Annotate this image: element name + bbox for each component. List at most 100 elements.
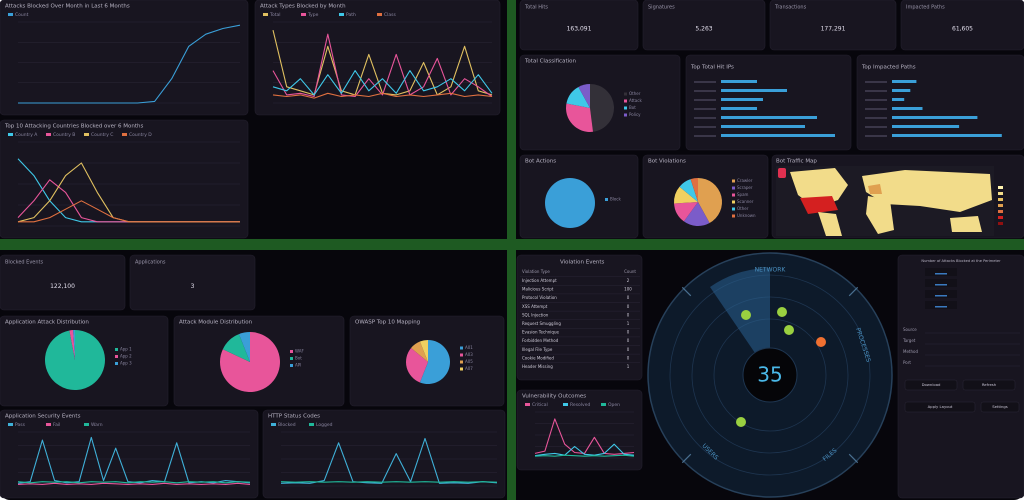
bar: [892, 107, 923, 110]
button[interactable]: [980, 401, 1020, 413]
legend-swatch: [732, 207, 735, 211]
pie-slice: [698, 178, 722, 224]
map-region: [818, 212, 842, 236]
legend-label: Resolved: [570, 402, 590, 408]
legend-label: Spam: [737, 192, 749, 197]
label-placeholder: [694, 108, 716, 110]
button[interactable]: [962, 379, 1016, 391]
legend-label: Open: [608, 402, 620, 408]
stat-label: Transactions: [774, 5, 807, 11]
counter-box: [925, 279, 957, 287]
table-cell: 1: [627, 321, 630, 326]
map-region: [950, 216, 982, 232]
legend-label: Scraper: [737, 185, 753, 190]
legend-swatch: [8, 133, 13, 136]
map-legend-swatch: [998, 186, 1003, 189]
bar: [892, 125, 960, 128]
panel: [0, 119, 249, 239]
legend-swatch: [732, 179, 735, 183]
table-header: Count: [624, 269, 636, 274]
legend-swatch: [563, 403, 568, 406]
radar-blip: [741, 310, 751, 320]
radar-blip: [784, 325, 794, 335]
map-legend-swatch: [998, 216, 1003, 219]
bar: [892, 98, 905, 101]
radar-axis-label: NETWORK: [755, 267, 787, 274]
panel-title: Top Total Hit IPs: [690, 65, 734, 71]
line-series: [272, 70, 493, 96]
legend-label: Bot: [295, 356, 302, 361]
pie-slice: [679, 179, 698, 202]
pie-slice: [674, 202, 698, 222]
legend-label: Scanner: [737, 199, 754, 204]
bar: [892, 134, 1002, 137]
line-series: [534, 418, 635, 455]
bar: [721, 107, 757, 110]
stat-value: 177,291: [821, 26, 846, 33]
legend-label: Block: [610, 197, 622, 202]
map-region: [866, 196, 894, 234]
button[interactable]: [904, 401, 976, 413]
panel-title: Violation Events: [560, 260, 604, 266]
button-label[interactable]: Download: [922, 382, 941, 387]
label-placeholder: [694, 99, 716, 101]
line-series: [17, 482, 251, 485]
button-label[interactable]: Apply Layout: [928, 404, 953, 409]
legend-label: Count: [15, 12, 29, 18]
legend-label: Fail: [53, 422, 60, 428]
radar-sweep: [710, 268, 770, 375]
legend-label: App 1: [120, 347, 132, 352]
label-placeholder: [865, 90, 887, 92]
radar-blip: [777, 307, 787, 317]
panel: [254, 0, 501, 116]
table-cell: Protocol Violation: [522, 295, 557, 300]
panel-title: HTTP Status Codes: [268, 414, 320, 420]
counter-bar: [935, 284, 947, 286]
table-cell: 0: [627, 312, 630, 317]
button-label[interactable]: Refresh: [982, 382, 997, 387]
bar: [721, 125, 805, 128]
panel: [900, 0, 1024, 51]
pie-slice: [73, 330, 75, 360]
table-cell: Forbidden Method: [522, 338, 559, 343]
legend-swatch: [624, 106, 627, 110]
panel-title: Top Impacted Paths: [861, 65, 916, 71]
legend-swatch: [301, 13, 306, 16]
table-header: Violation Type: [522, 269, 550, 274]
legend-label: A01: [465, 345, 473, 350]
legend-label: API: [295, 363, 301, 368]
label-placeholder: [694, 126, 716, 128]
legend-label: Total: [269, 12, 281, 18]
button-label[interactable]: Settings: [992, 404, 1008, 409]
bar: [721, 116, 817, 119]
button[interactable]: [904, 379, 958, 391]
legend-swatch: [115, 355, 118, 358]
pie-slice: [419, 340, 428, 362]
legend-label: Country D: [129, 132, 152, 138]
legend-swatch: [271, 423, 276, 426]
table-cell: Malicious Script: [522, 287, 554, 292]
line-series: [534, 443, 635, 457]
legend-label: Path: [346, 12, 356, 18]
panel-title: Application Attack Distribution: [5, 320, 89, 326]
map-legend-swatch: [998, 204, 1003, 207]
map-legend-swatch: [998, 210, 1003, 213]
pie-slice: [690, 178, 698, 202]
stat-label: Blocked Events: [5, 260, 44, 266]
map-legend-swatch: [998, 222, 1003, 225]
counter-box: [925, 268, 957, 276]
bar: [721, 98, 763, 101]
label-placeholder: [694, 117, 716, 119]
map-region: [800, 196, 838, 214]
legend-swatch: [84, 423, 89, 426]
legend-label: Country A: [15, 132, 38, 138]
stat-label: Impacted Paths: [906, 5, 945, 11]
panel: [642, 0, 766, 51]
radar-spoke: [681, 286, 692, 297]
label-placeholder: [865, 108, 887, 110]
legend-label: Critical: [532, 402, 548, 408]
panel-title: Attack Module Distribution: [179, 320, 253, 326]
map-legend-swatch: [998, 192, 1003, 195]
table-cell: 0: [627, 295, 630, 300]
